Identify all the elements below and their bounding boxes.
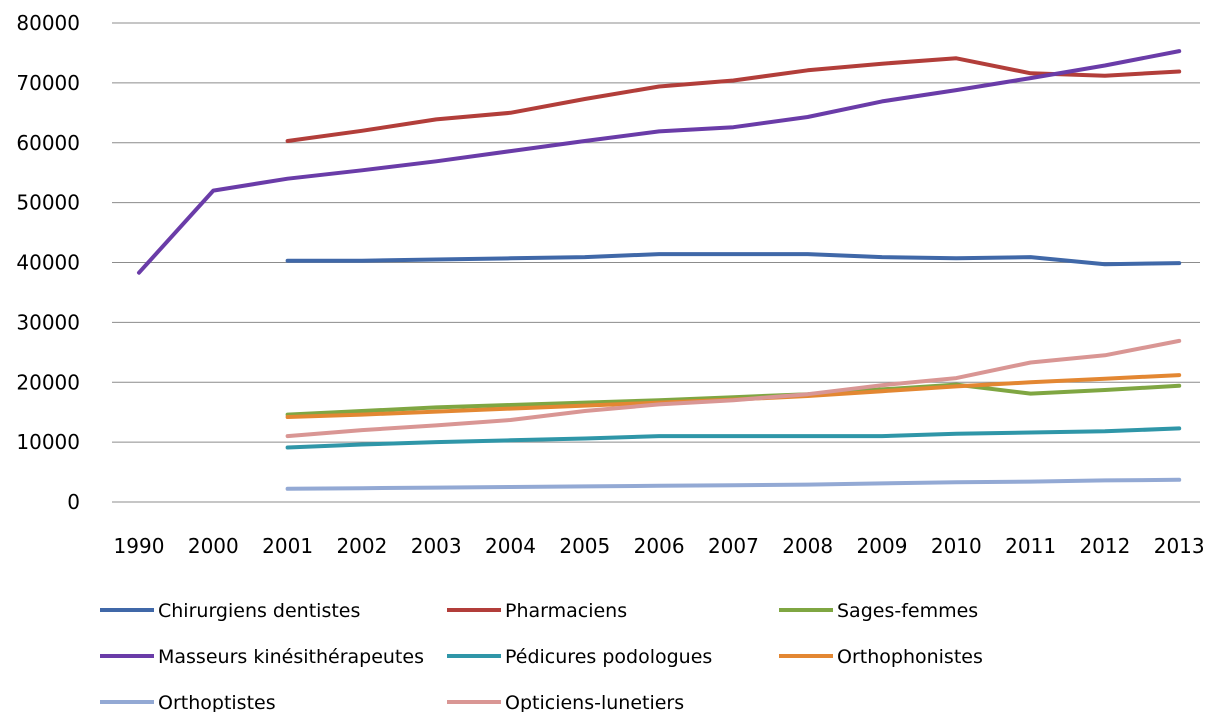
series-line	[285, 477, 1182, 491]
series-line	[285, 382, 1182, 417]
x-tick-label: 1990	[114, 534, 165, 558]
y-tick-label: 70000	[16, 71, 80, 95]
x-tick-label: 2011	[1005, 534, 1056, 558]
x-tick-label: 2013	[1154, 534, 1205, 558]
x-tick-label: 2012	[1079, 534, 1130, 558]
x-axis-ticks: 1990 2000 2001 2002 2003 2004 2005 2006 2007 2008…	[114, 534, 1205, 558]
legend-label: Opticiens-lunetiers	[505, 692, 684, 712]
y-tick-label: 50000	[16, 191, 80, 215]
x-tick-label: 2000	[188, 534, 239, 558]
y-axis-ticks: 0 10000 20000 30000 40000 50000 60000 70000 8000…	[16, 11, 80, 514]
legend-label: Pédicures podologues	[505, 646, 712, 668]
x-tick-label: 2004	[485, 534, 536, 558]
legend-label: Sages-femmes	[837, 600, 978, 622]
legend-item: Masseurs kinésithérapeutes	[100, 646, 424, 668]
legend-item: Pharmaciens	[447, 600, 627, 622]
series-lines	[137, 49, 1182, 491]
y-tick-label: 20000	[16, 370, 80, 394]
y-tick-label: 0	[67, 490, 80, 514]
x-tick-label: 2001	[262, 534, 313, 558]
legend-item: Sages-femmes	[779, 600, 978, 622]
x-tick-label: 2010	[931, 534, 982, 558]
series-line	[285, 252, 1182, 267]
y-tick-label: 10000	[16, 430, 80, 454]
x-tick-label: 2005	[559, 534, 610, 558]
legend-item: Pédicures podologues	[447, 646, 712, 668]
legend-item: Orthophonistes	[779, 646, 983, 668]
legend-label: Masseurs kinésithérapeutes	[158, 646, 424, 668]
gridlines	[112, 22, 1200, 503]
legend-item: Orthoptistes	[100, 692, 276, 714]
legend: Chirurgiens dentistes Pharmaciens Sages-fe…	[100, 600, 983, 714]
x-tick-label: 2007	[708, 534, 759, 558]
x-tick-label: 2003	[411, 534, 462, 558]
series-line	[285, 426, 1182, 450]
x-tick-label: 2009	[857, 534, 908, 558]
x-tick-label: 2008	[782, 534, 833, 558]
legend-label: Orthoptistes	[158, 692, 276, 712]
legend-item: Opticiens-lunetiers	[447, 692, 684, 714]
y-tick-label: 60000	[16, 131, 80, 155]
legend-label: Chirurgiens dentistes	[158, 600, 360, 622]
legend-label: Orthophonistes	[837, 646, 983, 668]
x-tick-label: 2002	[336, 534, 387, 558]
series-line	[285, 56, 1182, 143]
legend-item: Chirurgiens dentistes	[100, 600, 360, 622]
x-tick-label: 2006	[634, 534, 685, 558]
legend-label: Pharmaciens	[505, 600, 627, 622]
y-tick-label: 80000	[16, 11, 80, 35]
series-line	[137, 49, 1182, 275]
series-line	[285, 338, 1182, 439]
y-tick-label: 30000	[16, 310, 80, 334]
y-tick-label: 40000	[16, 251, 80, 275]
